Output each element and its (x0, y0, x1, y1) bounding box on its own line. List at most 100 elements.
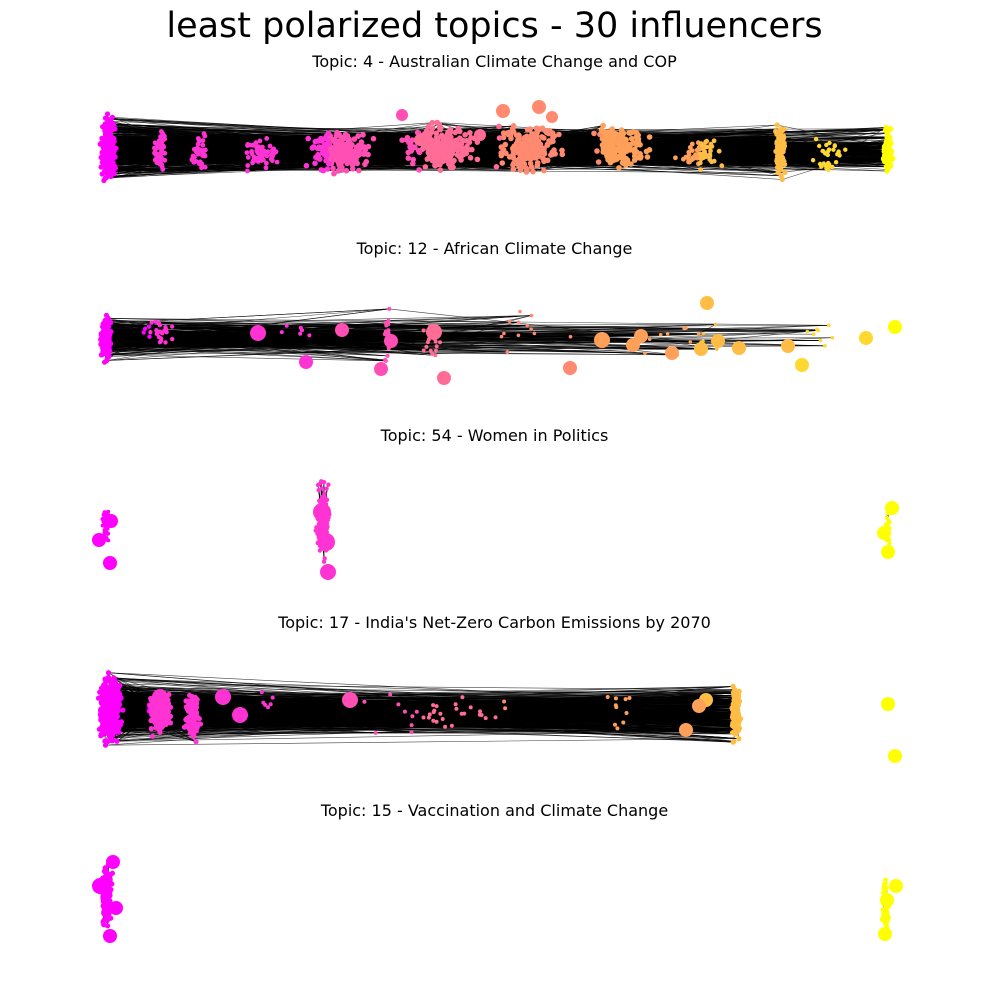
node (363, 158, 370, 165)
node (496, 123, 502, 130)
node (462, 132, 468, 138)
node (158, 144, 164, 150)
node (358, 142, 364, 149)
node (631, 149, 638, 155)
influencer-node (532, 100, 546, 114)
node (101, 177, 107, 184)
node (531, 155, 538, 161)
node (416, 167, 422, 173)
edge (113, 123, 684, 160)
edge (338, 149, 631, 162)
node (454, 147, 461, 154)
node (445, 132, 451, 138)
node (437, 126, 443, 133)
edge (107, 348, 717, 355)
node (200, 142, 206, 148)
node (202, 153, 208, 159)
node (305, 135, 312, 142)
node (530, 168, 536, 175)
node (694, 147, 700, 153)
network-graph (98, 296, 902, 385)
node (245, 163, 251, 168)
node (159, 149, 164, 155)
edge (155, 321, 391, 340)
edge (778, 140, 887, 153)
node (635, 136, 642, 142)
node (351, 136, 358, 142)
node (314, 145, 321, 152)
node (330, 148, 337, 154)
node (439, 132, 445, 139)
influencer-node (546, 111, 558, 123)
node (774, 131, 780, 137)
node (510, 123, 517, 129)
edge (110, 150, 343, 164)
node (322, 145, 329, 151)
edge (143, 325, 431, 333)
node (422, 130, 428, 137)
node (607, 131, 614, 138)
node (775, 170, 781, 176)
node (152, 157, 158, 163)
edge (101, 335, 429, 340)
node (309, 145, 316, 151)
edge (108, 318, 167, 331)
node (823, 151, 828, 156)
node (434, 119, 441, 126)
node (843, 147, 848, 152)
node (830, 164, 835, 170)
node (594, 148, 600, 154)
node (264, 136, 270, 141)
node (162, 157, 168, 163)
node (595, 159, 602, 165)
node (539, 147, 546, 154)
node (348, 147, 354, 153)
node (197, 161, 202, 167)
node (549, 149, 555, 156)
influencer-node (439, 149, 451, 161)
node (617, 153, 623, 160)
node (105, 326, 111, 332)
node (698, 156, 704, 162)
node (152, 140, 158, 146)
node (106, 352, 112, 358)
node (105, 173, 111, 179)
node (324, 166, 331, 172)
node (355, 133, 362, 139)
node (439, 144, 446, 150)
edge (105, 344, 436, 351)
node (821, 161, 826, 166)
node (196, 138, 202, 144)
node (525, 137, 532, 143)
node (524, 127, 531, 133)
node (646, 134, 653, 140)
node (885, 164, 892, 170)
node (536, 126, 543, 132)
node (782, 161, 788, 167)
node (424, 156, 431, 162)
node (99, 135, 105, 141)
node (350, 153, 357, 159)
edge (106, 325, 528, 329)
node (437, 167, 444, 173)
node (407, 141, 414, 147)
node (102, 169, 108, 175)
node (103, 152, 109, 158)
edge (453, 160, 887, 167)
node (536, 142, 543, 149)
node (833, 160, 839, 165)
node (432, 162, 438, 169)
node (885, 158, 892, 164)
node (104, 131, 110, 137)
edges (100, 113, 894, 181)
node (274, 159, 280, 165)
node (524, 167, 530, 174)
node (108, 341, 114, 347)
node (536, 153, 542, 159)
node (153, 145, 159, 151)
node (827, 140, 832, 146)
node (201, 131, 207, 136)
node (498, 152, 505, 159)
node (826, 160, 831, 166)
node (449, 141, 456, 148)
